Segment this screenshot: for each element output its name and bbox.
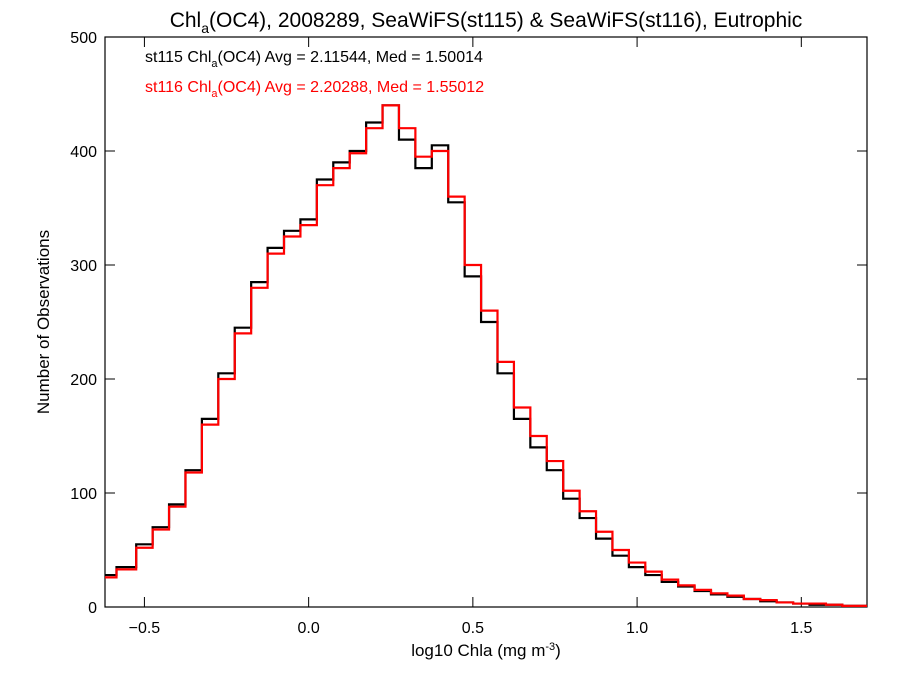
legend-entry-st116: st116 Chla(OC4) Avg = 2.20288, Med = 1.5… [145,79,484,100]
legend-entry-st116-subscript: a [211,88,218,100]
x-axis-title: log10 Chla (mg m-3) [411,641,561,660]
x-tick-label: 0.0 [298,620,320,637]
legend-entry-st115: st115 Chla(OC4) Avg = 2.11544, Med = 1.5… [145,49,483,70]
y-tick-label: 300 [70,258,97,275]
y-tick-label: 400 [70,144,97,161]
x-tick-label: 1.0 [626,620,648,637]
y-tick-label: 500 [70,30,97,47]
y-tick-label: 0 [88,600,97,617]
series-layer [105,104,867,607]
y-axis-ticks: 0 100 200 300 400 500 [70,30,867,617]
chart-title: Chla(OC4), 2008289, SeaWiFS(st115) & Sea… [170,9,803,36]
chart-title-subscript: a [201,20,209,36]
plot-frame [104,36,868,608]
y-tick-label: 100 [70,486,97,503]
x-tick-label: −0.5 [129,620,161,637]
x-tick-label: 0.5 [462,620,484,637]
y-axis-title: Number of Observations [34,230,53,414]
x-tick-label: 1.5 [790,620,812,637]
y-tick-label: 200 [70,372,97,389]
legend-entry-st115-subscript: a [211,58,218,70]
series-line-st115 [105,104,867,607]
x-axis-ticks: −0.5 0.0 0.5 1.0 1.5 [129,37,813,637]
x-axis-title-superscript: -3 [545,641,555,653]
series-line-st116 [105,104,867,607]
